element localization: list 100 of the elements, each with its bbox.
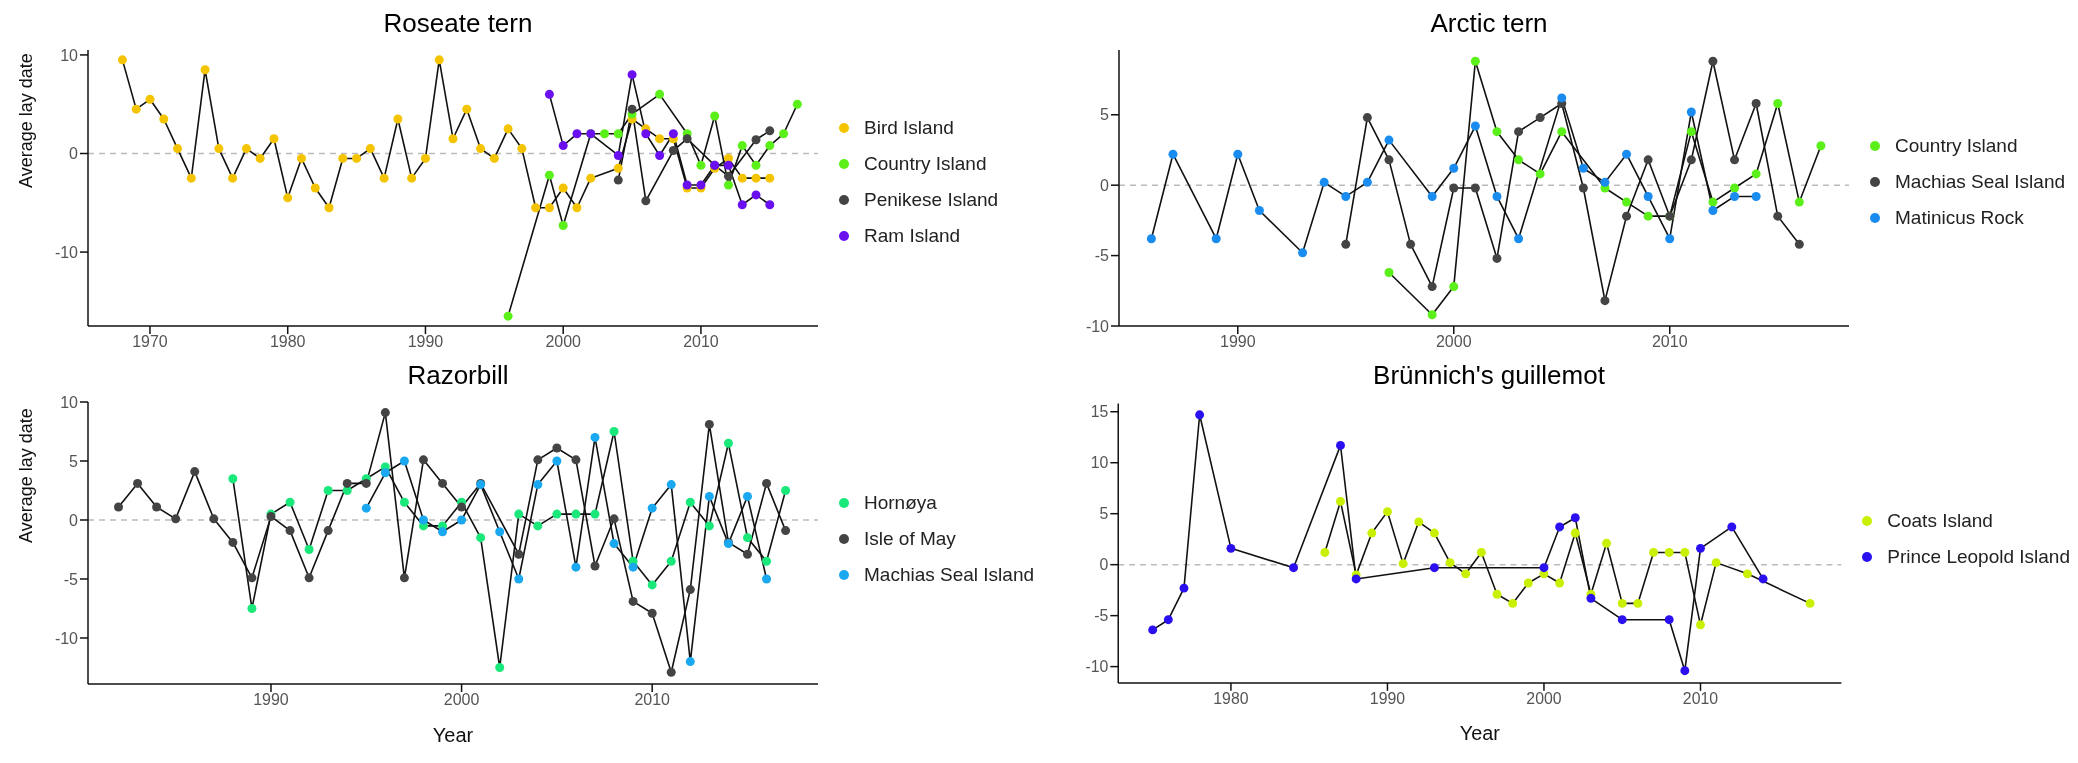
point <box>737 200 747 210</box>
legend-label: Prince Leopold Island <box>1887 546 2070 568</box>
point <box>572 129 582 139</box>
point <box>1414 517 1424 527</box>
y-tick-label: -10 <box>54 629 79 647</box>
point <box>1336 440 1345 450</box>
point <box>723 180 733 190</box>
point <box>304 544 314 554</box>
x-tick-label: 2000 <box>545 333 582 351</box>
point <box>495 662 505 672</box>
point <box>380 468 390 478</box>
legend-label: Country Island <box>1895 135 2018 157</box>
point <box>1384 155 1394 165</box>
point <box>361 503 371 513</box>
point <box>1696 543 1705 553</box>
point <box>641 196 651 206</box>
point <box>323 526 333 536</box>
point <box>552 443 562 453</box>
point <box>1600 177 1610 187</box>
point <box>228 173 238 183</box>
point <box>666 480 676 490</box>
y-tick-label: 5 <box>69 452 79 470</box>
point <box>710 111 720 121</box>
point <box>1341 191 1351 201</box>
point <box>285 526 295 536</box>
point <box>531 203 541 213</box>
point <box>1711 558 1721 568</box>
point <box>1696 620 1705 630</box>
point <box>558 141 568 151</box>
point <box>1665 234 1675 244</box>
point <box>666 667 676 677</box>
point <box>1179 583 1189 593</box>
point <box>723 160 733 170</box>
point <box>1384 267 1394 277</box>
point <box>751 160 761 170</box>
point <box>1289 563 1298 573</box>
point <box>1406 239 1416 249</box>
point <box>1492 253 1502 263</box>
point <box>114 502 123 512</box>
point <box>1686 127 1696 137</box>
legend-label: Machias Seal Island <box>1895 171 2066 193</box>
point <box>418 515 428 525</box>
point <box>1319 177 1329 187</box>
point <box>1445 558 1455 568</box>
point <box>434 55 444 65</box>
point <box>781 526 791 536</box>
point <box>214 144 224 154</box>
point <box>609 427 619 436</box>
point <box>533 521 543 531</box>
point <box>1514 155 1524 165</box>
y-tick-label: 10 <box>60 46 79 64</box>
point <box>1751 169 1761 179</box>
point <box>438 478 448 488</box>
point <box>1226 543 1236 553</box>
y-axis-title: Average lay date <box>16 53 37 188</box>
point <box>533 455 543 465</box>
point <box>380 408 390 418</box>
point <box>742 533 752 543</box>
point <box>1514 127 1524 137</box>
point <box>1233 149 1243 159</box>
point <box>668 146 678 156</box>
point <box>781 485 791 495</box>
point <box>1449 163 1459 173</box>
point <box>1367 528 1377 538</box>
point <box>399 456 409 466</box>
legend-label: Isle of May <box>864 528 956 550</box>
point <box>1470 183 1480 193</box>
point <box>628 562 638 572</box>
point <box>571 509 581 519</box>
point <box>655 150 665 160</box>
y-tick-label: 10 <box>60 393 79 411</box>
point <box>418 455 428 465</box>
point <box>1600 296 1610 306</box>
point <box>1578 163 1588 173</box>
point <box>572 203 582 213</box>
point <box>514 574 524 584</box>
point <box>704 491 714 501</box>
point <box>457 515 467 525</box>
point <box>1514 234 1524 244</box>
point <box>1742 569 1752 579</box>
y-tick-label: 5 <box>1100 106 1110 124</box>
point <box>742 491 752 501</box>
y-tick-label: 0 <box>1099 556 1109 574</box>
x-tick-label: 2010 <box>634 691 671 709</box>
point <box>269 134 279 144</box>
point <box>1429 563 1439 573</box>
point <box>1586 593 1596 603</box>
legend-label: Penikese Island <box>864 189 999 211</box>
point <box>762 574 772 584</box>
point <box>489 153 499 163</box>
point <box>1570 528 1580 538</box>
point <box>613 150 623 160</box>
point <box>304 573 314 583</box>
point <box>609 514 619 524</box>
point <box>1816 141 1826 151</box>
point <box>613 175 623 185</box>
point <box>495 527 505 537</box>
point <box>476 533 486 543</box>
point <box>159 114 169 124</box>
point <box>685 497 695 507</box>
